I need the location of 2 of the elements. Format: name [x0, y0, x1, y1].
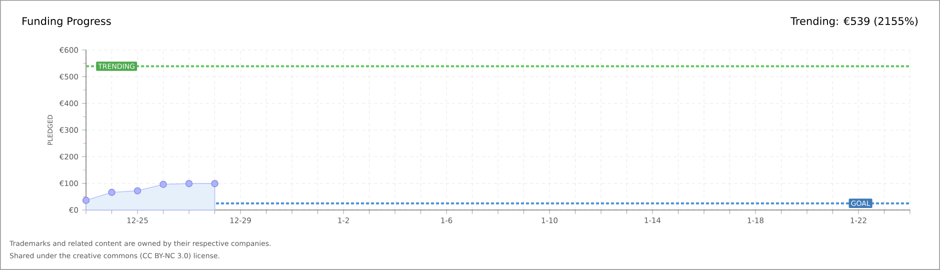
chart-subtitle: Trending: €539 (2155%) — [790, 16, 918, 28]
chart-title: Funding Progress — [22, 16, 111, 28]
